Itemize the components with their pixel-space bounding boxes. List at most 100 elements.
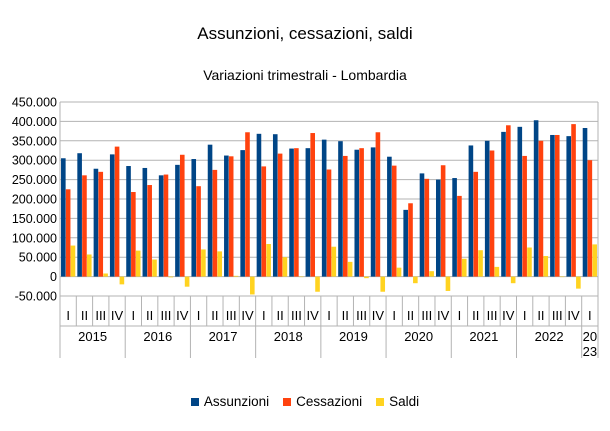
legend: Assunzioni Cessazioni Saldi	[0, 394, 610, 409]
bar-cessazioni-29	[538, 140, 544, 277]
bar-assunzioni-18	[354, 149, 360, 277]
bar-saldi-4	[135, 250, 141, 277]
bar-saldi-22	[429, 271, 434, 277]
x-tick-label-quarter: III	[95, 308, 106, 323]
bar-saldi-23	[445, 276, 451, 291]
legend-item-assunzioni: Assunzioni	[190, 394, 270, 409]
legend-label-assunzioni: Assunzioni	[203, 394, 270, 409]
bar-saldi-17	[347, 261, 353, 277]
x-tick-label-quarter: I	[66, 308, 70, 323]
bar-saldi-18	[364, 276, 369, 279]
legend-swatch-cessazioni	[283, 397, 292, 406]
bar-saldi-16	[331, 246, 337, 277]
bar-assunzioni-5	[142, 167, 148, 277]
y-tick-label: 450.000	[12, 96, 57, 110]
legend-label-saldi: Saldi	[389, 394, 420, 409]
x-tick-label-year: 2022	[535, 329, 564, 344]
y-tick-label: 250.000	[12, 173, 57, 187]
bar-cessazioni-19	[375, 132, 381, 277]
bar-saldi-7	[184, 276, 190, 287]
bar-saldi-25	[478, 250, 483, 277]
bar-assunzioni-3	[109, 154, 115, 277]
x-tick-label-year: 2019	[339, 329, 368, 344]
bar-saldi-10	[233, 275, 239, 277]
bar-cessazioni-4	[131, 192, 136, 277]
x-tick-label-year: 2016	[143, 329, 172, 344]
bar-cessazioni-7	[179, 154, 185, 277]
x-tick-label-quarter: I	[588, 308, 592, 323]
bar-cessazioni-13	[277, 153, 283, 277]
bar-assunzioni-22	[419, 173, 425, 277]
bar-assunzioni-24	[452, 178, 457, 277]
bar-cessazioni-24	[457, 195, 462, 277]
bar-saldi-21	[413, 276, 418, 284]
bar-cessazioni-23	[440, 165, 446, 277]
bar-cessazioni-3	[114, 146, 120, 277]
bar-assunzioni-14	[289, 148, 294, 277]
bar-assunzioni-11	[240, 150, 245, 277]
bar-saldi-20	[396, 267, 402, 277]
bar-cessazioni-15	[310, 133, 315, 277]
x-tick-label-quarter: IV	[502, 308, 515, 323]
x-tick-label-quarter: IV	[437, 308, 450, 323]
bar-assunzioni-1	[77, 153, 82, 277]
y-tick-label: -50.000	[15, 290, 57, 304]
bar-assunzioni-2	[93, 168, 99, 277]
bar-cessazioni-27	[506, 125, 511, 277]
bar-assunzioni-12	[256, 133, 262, 277]
x-tick-label-quarter: IV	[176, 308, 189, 323]
bar-cessazioni-17	[343, 155, 348, 277]
bar-cessazioni-26	[489, 150, 495, 277]
bar-cessazioni-12	[261, 166, 267, 277]
x-tick-label-quarter: I	[327, 308, 331, 323]
bar-assunzioni-7	[175, 164, 180, 277]
x-tick-label-year: 23	[583, 344, 597, 359]
bar-cessazioni-6	[163, 174, 169, 277]
legend-label-cessazioni: Cessazioni	[296, 394, 363, 409]
x-tick-label-year: 20	[583, 329, 597, 344]
x-tick-label-quarter: IV	[307, 308, 320, 323]
bar-cessazioni-9	[212, 169, 218, 277]
x-tick-label-quarter: II	[472, 308, 479, 323]
bar-saldi-11	[250, 276, 255, 295]
bar-cessazioni-16	[326, 169, 332, 277]
y-tick-label: 350.000	[12, 134, 57, 148]
bar-saldi-30	[559, 276, 565, 278]
y-tick-label: 150.000	[12, 212, 57, 226]
bar-saldi-13	[282, 257, 288, 277]
y-tick-label: 0	[50, 270, 57, 284]
bar-assunzioni-6	[158, 175, 164, 277]
y-tick-label: 100.000	[12, 231, 57, 245]
bar-saldi-14	[298, 276, 304, 278]
bar-assunzioni-8	[191, 159, 197, 277]
bar-saldi-2	[103, 273, 108, 277]
x-tick-label-year: 2018	[274, 329, 303, 344]
x-tick-label-quarter: II	[407, 308, 414, 323]
bar-assunzioni-17	[338, 141, 343, 277]
x-tick-label-quarter: I	[262, 308, 266, 323]
bar-saldi-1	[86, 254, 92, 277]
x-tick-label-quarter: I	[197, 308, 201, 323]
y-tick-label: 300.000	[12, 154, 57, 168]
x-tick-label-quarter: II	[81, 308, 88, 323]
bar-assunzioni-27	[501, 131, 506, 277]
x-tick-label-quarter: II	[211, 308, 218, 323]
bar-assunzioni-28	[517, 126, 523, 277]
bar-cessazioni-28	[522, 155, 527, 277]
x-tick-label-quarter: II	[276, 308, 283, 323]
x-tick-label-year: 2017	[209, 329, 238, 344]
bar-assunzioni-13	[272, 134, 278, 277]
bar-cessazioni-14	[294, 148, 299, 277]
x-tick-label-quarter: I	[392, 308, 396, 323]
y-tick-label: 200.000	[12, 193, 57, 207]
bar-assunzioni-21	[403, 209, 408, 277]
x-tick-label-quarter: I	[458, 308, 462, 323]
bar-assunzioni-0	[61, 158, 66, 277]
bar-cessazioni-22	[424, 178, 430, 277]
x-tick-label-quarter: I	[132, 308, 136, 323]
bar-assunzioni-19	[370, 147, 376, 277]
bar-saldi-27	[510, 276, 516, 284]
bar-saldi-8	[201, 249, 206, 277]
x-tick-label-quarter: IV	[372, 308, 385, 323]
